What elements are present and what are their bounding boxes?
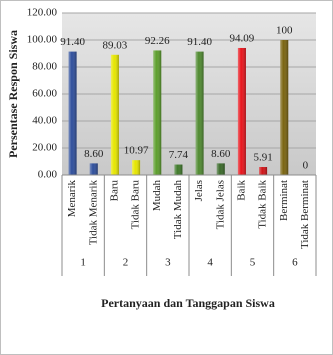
x-tick-label: Mudah — [151, 180, 163, 212]
value-label: 7.74 — [169, 149, 189, 161]
value-label: 89.03 — [103, 39, 128, 51]
value-label: 100 — [276, 25, 293, 37]
bar-shine — [237, 47, 246, 175]
group-label: 3 — [165, 257, 171, 269]
bar-shine — [195, 51, 204, 175]
bar-shine — [280, 40, 289, 175]
x-axis-title: Pertanyaan dan Tanggapan Siswa — [101, 296, 275, 310]
y-tick-label: 100.00 — [27, 34, 58, 46]
group-label: 5 — [250, 257, 256, 269]
x-tick-label: Baru — [108, 180, 120, 202]
x-tick-label: Tidak Mudah — [172, 180, 184, 240]
group-label: 6 — [292, 257, 298, 269]
group-label: 2 — [123, 257, 129, 269]
x-tick-label: Tidak Baru — [130, 180, 142, 230]
value-label: 92.26 — [145, 35, 170, 47]
x-tick-label: Berminat — [278, 180, 290, 221]
value-label: 8.60 — [84, 148, 104, 160]
x-tick-label: Tidak Jelas — [214, 180, 226, 229]
x-tick-label: Tidak Menarik — [87, 180, 99, 246]
bar-shine — [216, 163, 225, 175]
group-label: 4 — [207, 257, 213, 269]
x-tick-label: Jelas — [193, 180, 205, 201]
value-label: 8.60 — [211, 148, 231, 160]
bar-shine — [68, 51, 77, 175]
y-axis-title: Persentase Respon Siswa — [6, 30, 20, 158]
value-label: 94.09 — [230, 33, 255, 45]
bar-shine — [89, 163, 98, 175]
value-label: 5.91 — [253, 152, 272, 164]
y-tick-label: 0.00 — [38, 169, 58, 181]
y-tick-label: 80.00 — [32, 61, 57, 73]
value-label: 0 — [303, 160, 309, 172]
bar-shine — [259, 167, 268, 175]
group-label: 1 — [80, 257, 86, 269]
bar-shine — [153, 50, 162, 175]
y-tick-label: 40.00 — [32, 115, 57, 127]
x-tick-label: Baik — [235, 180, 247, 201]
x-tick-label: Tidak Baik — [257, 180, 269, 229]
y-tick-label: 20.00 — [32, 142, 57, 154]
value-label: 91.40 — [60, 36, 85, 48]
value-label: 10.97 — [124, 145, 149, 157]
bar-shine — [174, 164, 183, 175]
bar-shine — [132, 160, 141, 175]
value-label: 91.40 — [187, 36, 212, 48]
y-tick-label: 120.00 — [27, 7, 58, 19]
x-tick-label: Tidak Berminat — [299, 180, 311, 249]
y-tick-label: 60.00 — [32, 88, 57, 100]
x-tick-label: Menarik — [66, 180, 78, 218]
bar-shine — [110, 54, 119, 175]
